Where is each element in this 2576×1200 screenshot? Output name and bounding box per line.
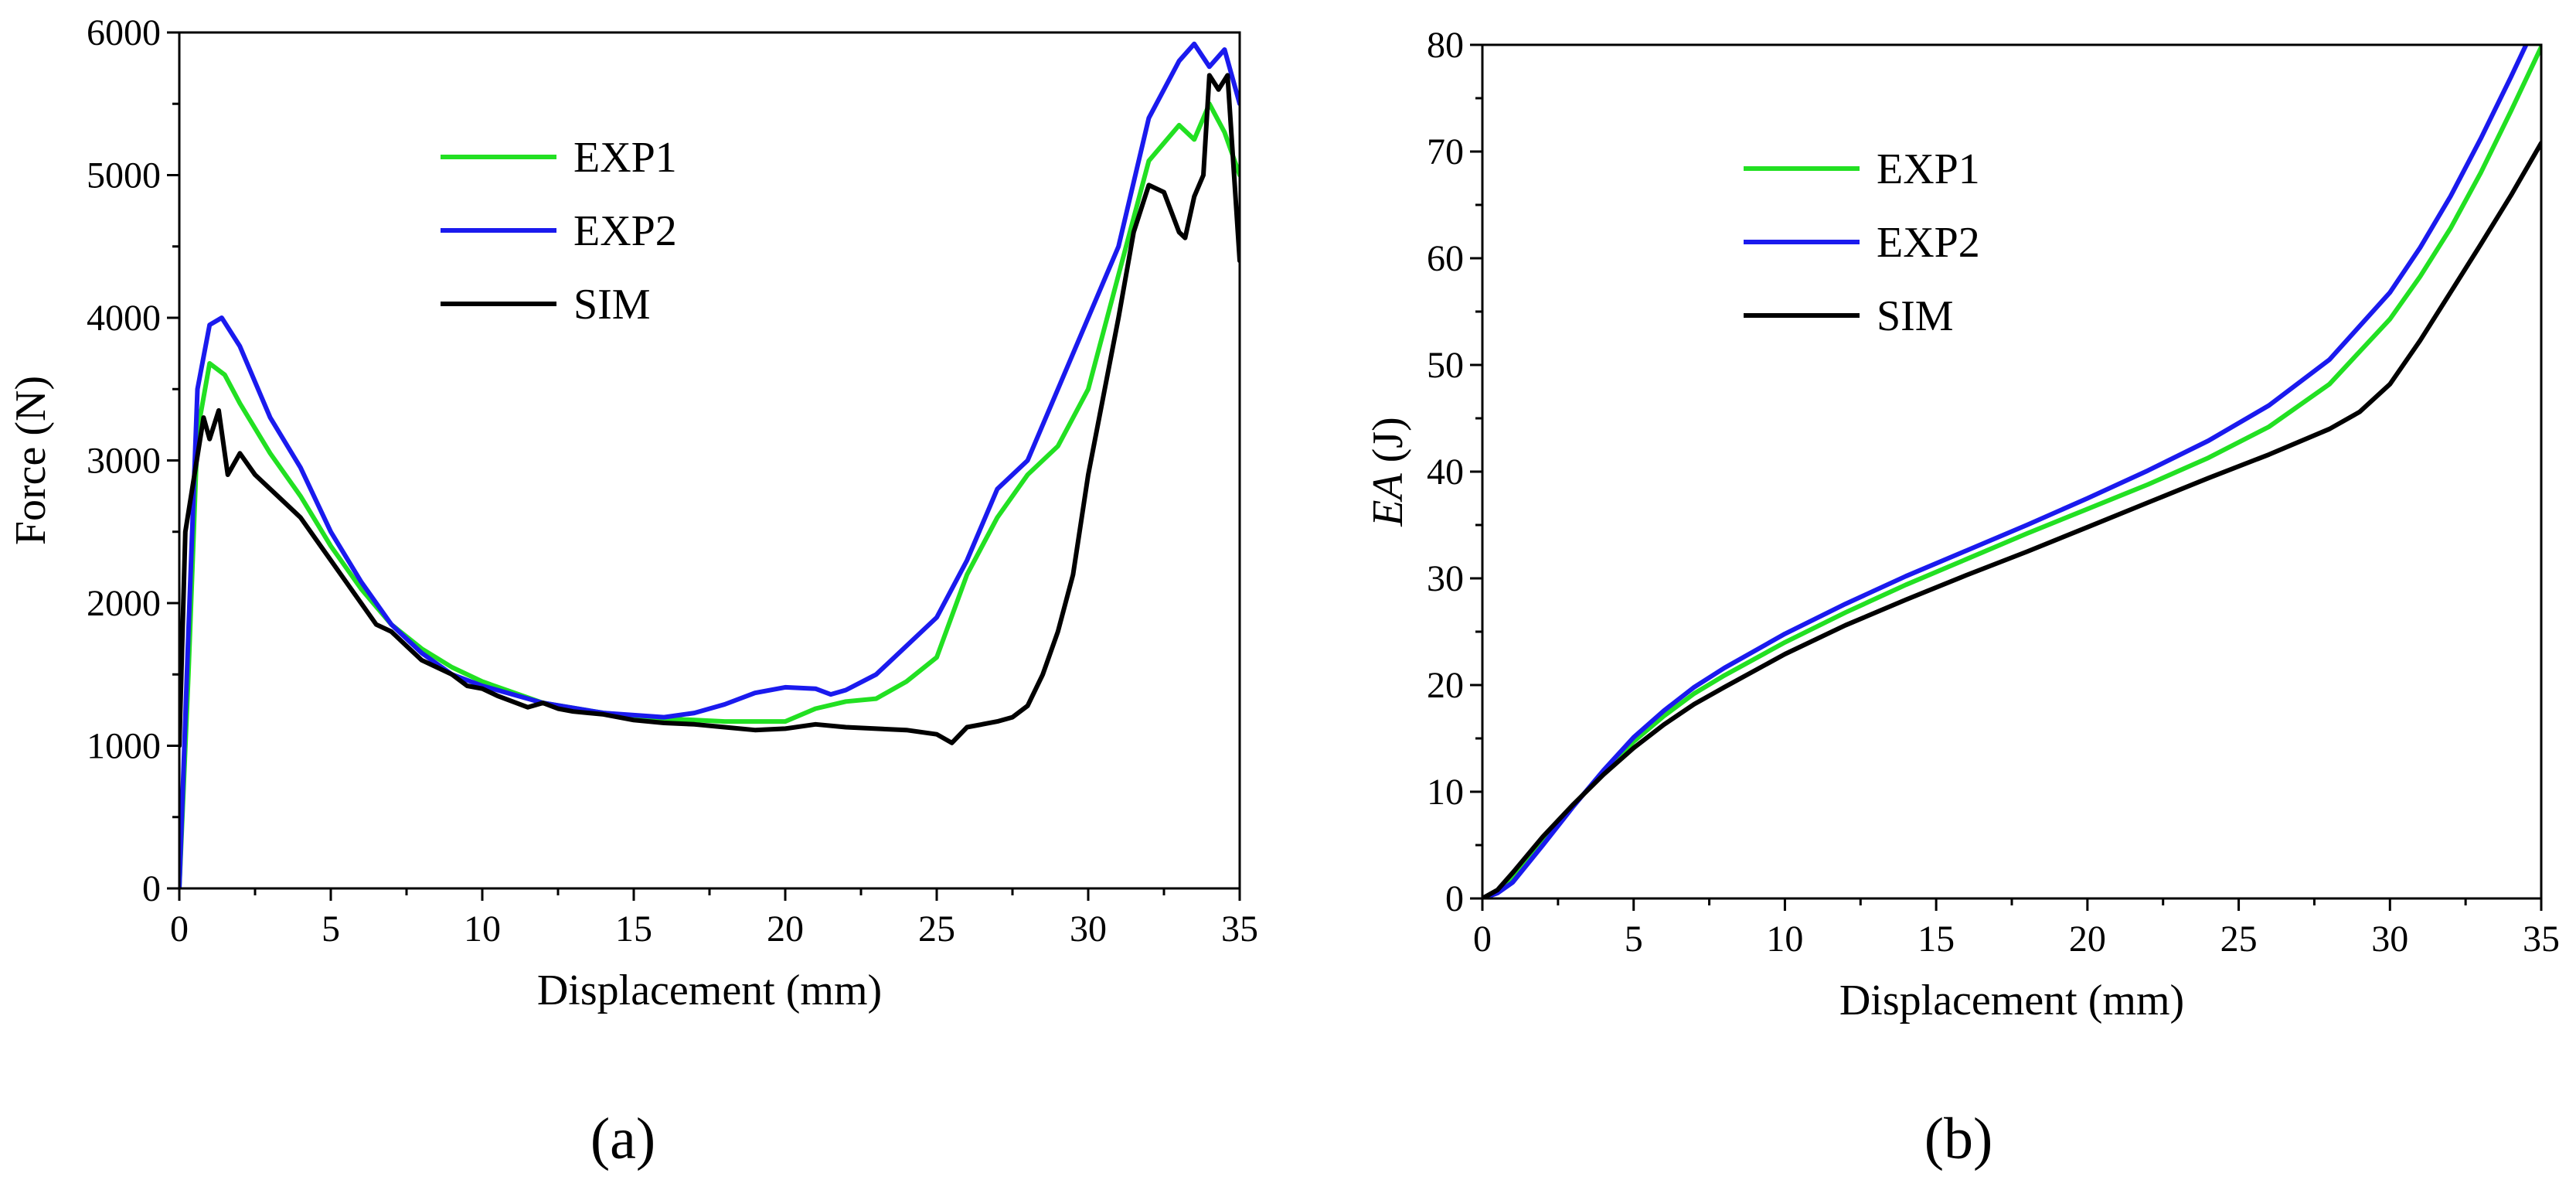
legend-label-exp2: EXP2 [1877,219,1980,267]
y-tick-label: 0 [142,868,161,909]
series-line-exp2 [1482,45,2529,898]
plot-frame [178,31,1241,890]
y-tick-label: 70 [1427,131,1464,172]
x-tick-label: 15 [1918,919,1955,960]
x-tick-label: 0 [170,909,189,949]
x-tick-label: 30 [2371,919,2408,960]
panel-b-chart: 0 5 10 15 20 25 30 35 0 10 20 30 40 50 60 70 80 Displacem… [1364,25,2560,1171]
x-axis-title: Displacement (mm) [1839,977,2184,1024]
panel-label: (a) [590,1106,655,1171]
x-tick-label: 0 [1473,919,1492,960]
y-tick-label: 30 [1427,558,1464,599]
x-axis-title: Displacement (mm) [537,966,882,1014]
y-tick-label: 3000 [87,441,161,482]
y-tick-label: 1000 [87,726,161,767]
x-tick-label: 35 [1221,909,1258,949]
legend-label-sim: SIM [573,281,651,329]
y-tick-label: 5000 [87,155,161,196]
series-line-sim [1482,141,2541,898]
legend-label-exp2: EXP2 [573,207,677,255]
y-tick-label: 80 [1427,25,1464,66]
x-tick-label: 35 [2523,919,2560,960]
series-line-exp2 [179,41,1240,888]
panel-label: (b) [1924,1106,1993,1171]
y-tick-label: 20 [1427,665,1464,706]
y-tick-label: 10 [1427,772,1464,813]
y-tick-label: 2000 [87,583,161,624]
y-tick-label: 60 [1427,238,1464,279]
legend-label-sim: SIM [1877,292,1954,340]
y-tick-label: 0 [1445,878,1464,919]
y-tick-label: 50 [1427,345,1464,386]
x-tick-label: 20 [767,909,804,949]
x-tick-label: 15 [615,909,652,949]
y-axis-title: Force (N) [7,376,55,545]
x-tick-label: 20 [2069,919,2106,960]
legend-label-exp1: EXP1 [573,134,677,182]
y-tick-label: 6000 [87,12,161,53]
y-axis-title-variable: EA [1364,473,1412,527]
x-tick-label: 5 [1625,919,1643,960]
plot-frame [1481,43,2543,900]
series-line-exp1 [179,101,1240,888]
y-axis-title-unit: (J) [1364,417,1412,473]
panel-a-chart: 0 5 10 15 20 25 30 35 0 1000 2000 3000 4000 5000 6000 D… [7,12,1258,1171]
y-tick-label: 4000 [87,298,161,339]
series-line-exp1 [1482,45,2541,898]
x-tick-label: 5 [322,909,340,949]
x-tick-label: 10 [1766,919,1803,960]
x-tick-label: 10 [464,909,501,949]
y-axis-title: EA (J) [1364,417,1412,527]
legend-label-exp1: EXP1 [1877,145,1980,193]
y-tick-label: 40 [1427,452,1464,493]
x-tick-label: 30 [1070,909,1107,949]
x-tick-label: 25 [2220,919,2258,960]
series-line-sim [179,73,1240,748]
x-tick-label: 25 [918,909,955,949]
